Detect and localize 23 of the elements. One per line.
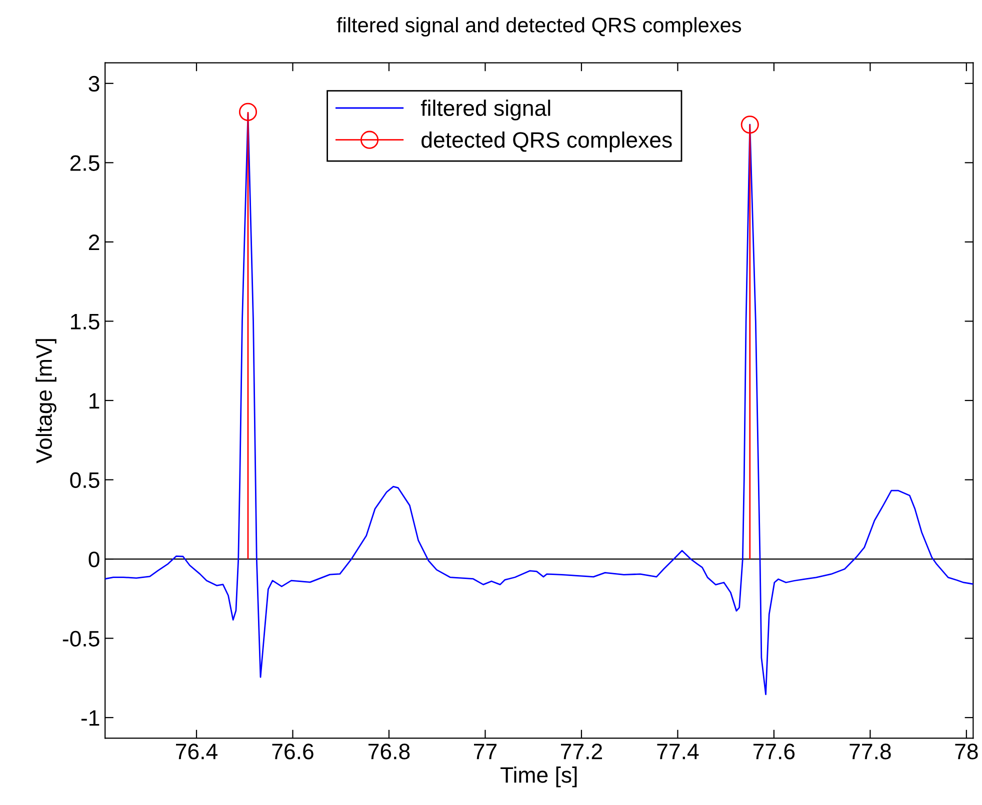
y-axis-title: Voltage [mV] [36,339,56,464]
x-axis-title: Time [s] [500,766,577,788]
y-tick-label: 0.5 [70,472,100,488]
y-tick-label: 1.5 [71,314,100,330]
x-tick-label: 78 [955,744,978,760]
x-tick-label: 76.6 [272,744,314,760]
legend-label: detected QRS complexes [422,132,672,152]
x-tick-label: 77.4 [657,744,699,760]
x-tick-label: 76.4 [176,744,218,760]
y-tick-label: 2.5 [70,155,100,171]
x-tick-label: 77.2 [560,744,602,760]
y-tick-label: -0.5 [62,630,100,647]
x-tick-label: 77.6 [753,744,795,760]
y-tick-label: 2 [88,234,100,250]
y-tick-label: 3 [88,76,100,92]
x-tick-label: 76.8 [368,744,410,760]
chart-title: filtered signal and detected QRS complexes [336,17,742,37]
x-tick-label: 77.8 [850,744,891,760]
y-tick-label: 0 [88,552,100,568]
y-tick-label: 1 [90,393,100,409]
y-tick-label: -1 [81,710,100,726]
x-tick-label: 77 [474,744,496,760]
legend-label: filtered signal [420,100,550,120]
